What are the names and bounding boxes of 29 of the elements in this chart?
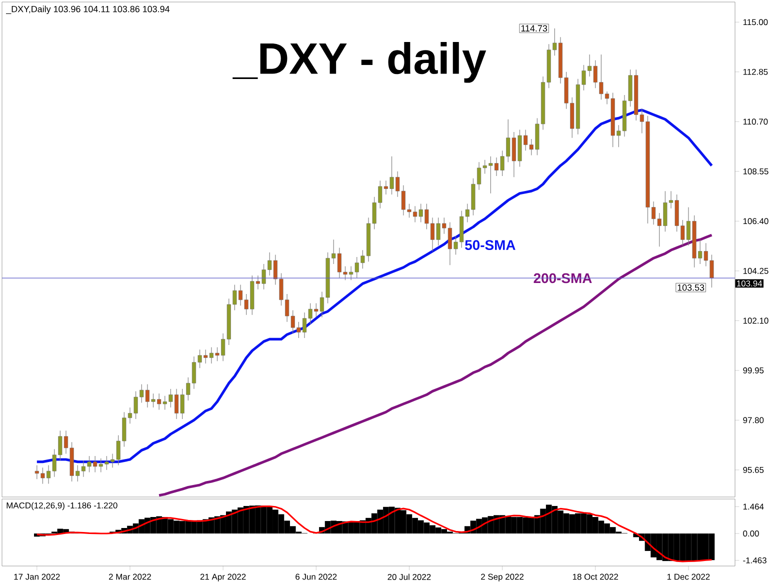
y-tick-label: 99.95 [743,367,764,374]
y-tick-label: 106.40 [743,218,768,224]
y-tick-label: 97.80 [743,417,764,424]
y-tick-label: 104.25 [743,268,768,274]
y-tick-label: 110.70 [743,118,768,125]
y-tick-label: 108.55 [743,168,768,174]
y-tick-label: 112.85 [743,68,768,75]
y-tick-label: 0.00 [743,530,759,536]
x-tick-label: 21 Apr 2022 [200,574,246,582]
x-tick-label: 2 Sep 2022 [481,574,524,582]
x-tick-label: 6 Jun 2022 [296,574,337,580]
ref-line-label: 103.94 [737,280,762,286]
series-label: 200-SMA [534,273,592,284]
annotation: 114.73 [521,25,548,32]
x-tick-label: 2 Mar 2022 [108,574,151,580]
y-tick-label: 95.65 [743,466,764,473]
chart-subtitle: _DXY,Daily 103.96 104.11 103.86 103.94 [6,6,170,14]
y-tick-label: -1.463 [743,557,766,564]
annotation: 103.53 [678,284,704,291]
text: _DXY - daily [232,42,486,83]
series-label: 50-SMA [465,240,516,250]
x-tick-label: 17 Jan 2022 [14,574,60,580]
y-tick-label: 115.00 [743,19,768,26]
x-tick-label: 18 Oct 2022 [572,574,618,580]
x-tick-label: 1 Dec 2022 [667,574,710,580]
y-tick-label: 102.10 [743,318,768,324]
x-tick-label: 20 Jul 2022 [388,574,431,580]
y-tick-label: 1.464 [743,504,764,510]
chart-title: MACD(12,26,9) -1.186 -1.220 [6,502,118,510]
